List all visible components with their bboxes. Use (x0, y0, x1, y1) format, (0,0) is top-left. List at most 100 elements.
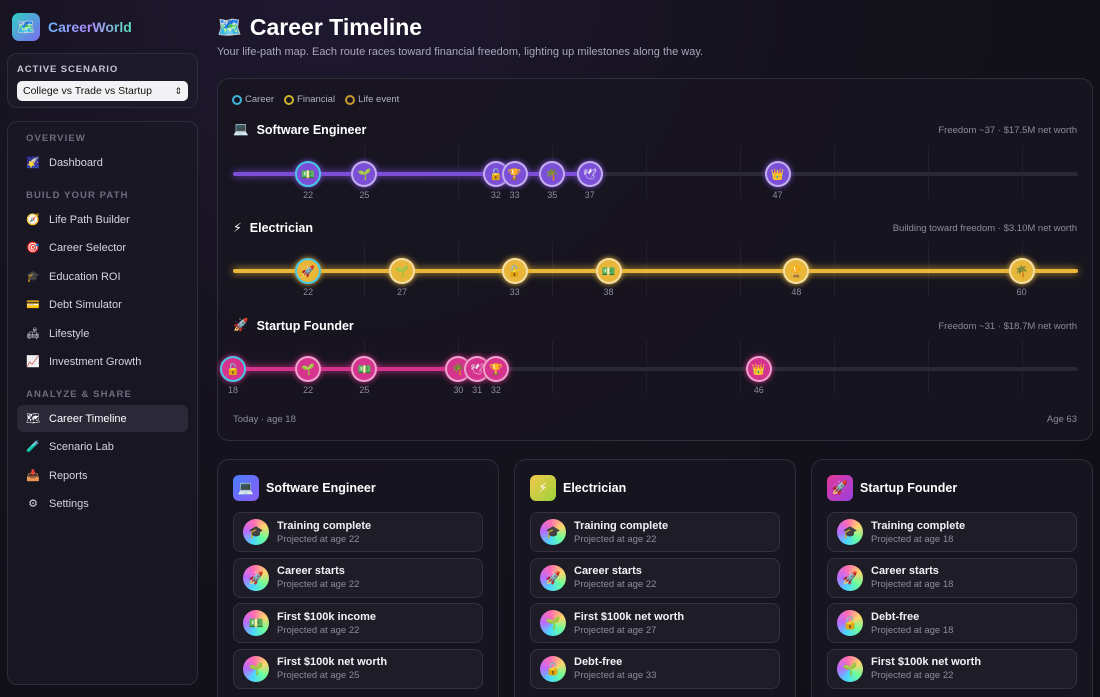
timeline-marker[interactable]: 🌴 (539, 161, 566, 187)
rocket-icon: 🚀 (827, 475, 853, 501)
nav-section-analyze: ANALYZE & SHARE (26, 389, 132, 400)
page-header: 🗺️ Career Timeline Your life-path map. E… (217, 14, 703, 58)
unlock-icon: 🔓 (507, 265, 522, 278)
graduation-cap-icon: 🎓 (26, 271, 40, 283)
card-title: Electrician (563, 481, 627, 495)
milestone-text: Training complete Projected at age 22 (277, 520, 371, 545)
timeline-marker[interactable]: 💵 (295, 161, 322, 187)
milestone-title: Career starts (871, 565, 939, 577)
milestone-item[interactable]: 🌱 First $100k net worth Projected at age 2… (827, 648, 1077, 689)
sidebar-item-debt-simulator[interactable]: 💳 Debt Simulator (17, 291, 188, 318)
scenario-select[interactable]: College vs Trade vs Startup ⇕ (17, 81, 188, 101)
timeline-marker[interactable]: 👑 (745, 356, 772, 382)
sidebar-item-label: Investment Growth (49, 355, 142, 368)
track-title-startup-founder: 🚀 Startup Founder (233, 318, 354, 333)
legend-financial: Financial (284, 94, 335, 105)
milestone-text: Career starts Projected at age 22 (574, 565, 656, 590)
sidebar-item-education-roi[interactable]: 🎓 Education ROI (17, 263, 188, 290)
marker-age-label: 32 (490, 190, 501, 200)
sidebar-item-career-selector[interactable]: 🎯 Career Selector (17, 234, 188, 261)
unlock-icon: 🔓 (540, 655, 566, 682)
sidebar-item-scenario-lab[interactable]: 🧪 Scenario Lab (17, 433, 188, 460)
track-status: Freedom ~37 · $17.5M net worth (938, 125, 1077, 136)
marker-age-label: 33 (509, 287, 520, 297)
sidebar-item-dashboard[interactable]: 🌠 Dashboard (17, 149, 188, 176)
milestone-item[interactable]: 🌱 First $100k net worth Projected at age 2… (233, 648, 483, 689)
nav-section-build: BUILD YOUR PATH (26, 190, 129, 201)
unlock-icon: 🔓 (489, 168, 503, 181)
milestone-subtitle: Projected at age 22 (574, 533, 657, 545)
track-progress-fill (233, 269, 1078, 273)
timeline-marker[interactable]: 🌱 (295, 356, 322, 382)
map-icon: 🗺️ (217, 17, 242, 39)
timeline-marker[interactable]: 🔓 (220, 356, 246, 382)
milestone-title: Training complete (277, 519, 372, 532)
milestone-subtitle: Projected at age 33 (574, 670, 657, 681)
sidebar-item-reports[interactable]: 📥 Reports (17, 462, 188, 489)
sprout-icon: 🌱 (395, 265, 409, 278)
timeline-marker[interactable]: 🏆 (783, 258, 810, 284)
track-name: Software Engineer (256, 122, 367, 137)
timeline-marker[interactable]: 🌱 (389, 258, 415, 284)
milestone-subtitle: Projected at age 22 (871, 670, 954, 681)
rocket-icon: 🚀 (301, 265, 315, 278)
milestone-item[interactable]: 🌱 First $100k net worth Projected at age 2… (530, 603, 780, 643)
cash-icon: 💵 (357, 363, 372, 376)
milestone-text: Training complete Projected at age 22 (574, 520, 668, 545)
sprout-icon: 🌱 (540, 610, 566, 636)
nav-section-overview: OVERVIEW (26, 133, 86, 144)
career-card-software-engineer: 💻 Software Engineer 🎓 Training complete Pr… (217, 459, 499, 697)
legend-career-dot (232, 94, 242, 105)
lightning-icon: ⚡ (530, 475, 556, 501)
milestone-text: Career starts Projected at age 22 (277, 565, 359, 590)
map-icon: 🗺️ (12, 13, 40, 41)
legend-career: Career (232, 94, 274, 105)
milestone-item[interactable]: 💵 First $100k income Projected at age 22 (233, 603, 483, 643)
milestone-item[interactable]: 🎓 Training complete Projected at age 22 (530, 512, 780, 552)
stars-icon: 🌠 (26, 157, 40, 169)
milestone-item[interactable]: 🚀 Career starts Projected at age 22 (530, 557, 780, 598)
milestone-text: First $100k net worth Projected at age 27 (574, 611, 684, 636)
milestone-title: First $100k net worth (871, 656, 982, 668)
timeline-marker[interactable]: 🌴 (1008, 258, 1035, 284)
marker-age-label: 25 (359, 385, 370, 395)
timeline-marker[interactable]: 🏆 (501, 161, 528, 187)
card-title: Software Engineer (266, 481, 376, 495)
milestone-title: First $100k net worth (574, 610, 685, 623)
milestone-item[interactable]: 🎓 Training complete Projected at age 22 (233, 512, 483, 552)
gear-icon: ⚙ (28, 498, 38, 510)
sidebar-item-lifestyle[interactable]: 🛋 Lifestyle (17, 320, 188, 347)
cash-icon: 💵 (243, 610, 269, 636)
lightning-icon: ⚡ (233, 221, 242, 235)
milestone-title: Debt-free (871, 610, 920, 623)
couch-icon: 🛋 (26, 328, 40, 340)
timeline-marker[interactable]: 🕊 (576, 161, 603, 187)
marker-age-label: 18 (227, 385, 238, 395)
marker-age-label: 22 (303, 190, 314, 200)
milestone-item[interactable]: 🔓 Debt-free Projected at age 18 (827, 603, 1077, 643)
milestone-item[interactable]: 🔓 Debt-free Projected at age 33 (530, 648, 780, 689)
milestone-item[interactable]: 🚀 Career starts Projected at age 18 (827, 557, 1077, 598)
sidebar-item-investment-growth[interactable]: 📈 Investment Growth (17, 348, 188, 375)
sidebar-item-label: Reports (49, 469, 88, 482)
brand[interactable]: 🗺️ CareerWorld (12, 13, 132, 41)
sidebar-item-settings[interactable]: ⚙ Settings (17, 490, 188, 517)
marker-age-label: 22 (303, 287, 314, 297)
marker-age-label: 35 (547, 190, 558, 200)
milestone-item[interactable]: 🚀 Career starts Projected at age 22 (233, 557, 483, 598)
sidebar-item-career-timeline[interactable]: 🗺 Career Timeline (17, 405, 188, 432)
timeline-marker[interactable]: 👑 (764, 161, 791, 187)
milestone-title: Training complete (871, 519, 966, 532)
milestone-title: Debt-free (574, 656, 623, 668)
sidebar-item-life-path-builder[interactable]: 🧭 Life Path Builder (17, 206, 188, 233)
timeline-marker[interactable]: 🔓 (501, 258, 528, 284)
rocket-icon: 🚀 (540, 564, 566, 591)
timeline-marker[interactable]: 💵 (351, 356, 378, 382)
timeline-marker[interactable]: 💵 (595, 258, 622, 284)
track-name: Electrician (249, 220, 314, 235)
timeline-marker[interactable]: 🏆 (482, 356, 509, 382)
timeline-marker[interactable]: 🌱 (351, 161, 378, 187)
timeline-marker[interactable]: 🚀 (295, 258, 322, 284)
milestone-item[interactable]: 🎓 Training complete Projected at age 18 (827, 512, 1077, 552)
milestone-text: Training complete Projected at age 18 (871, 520, 965, 545)
